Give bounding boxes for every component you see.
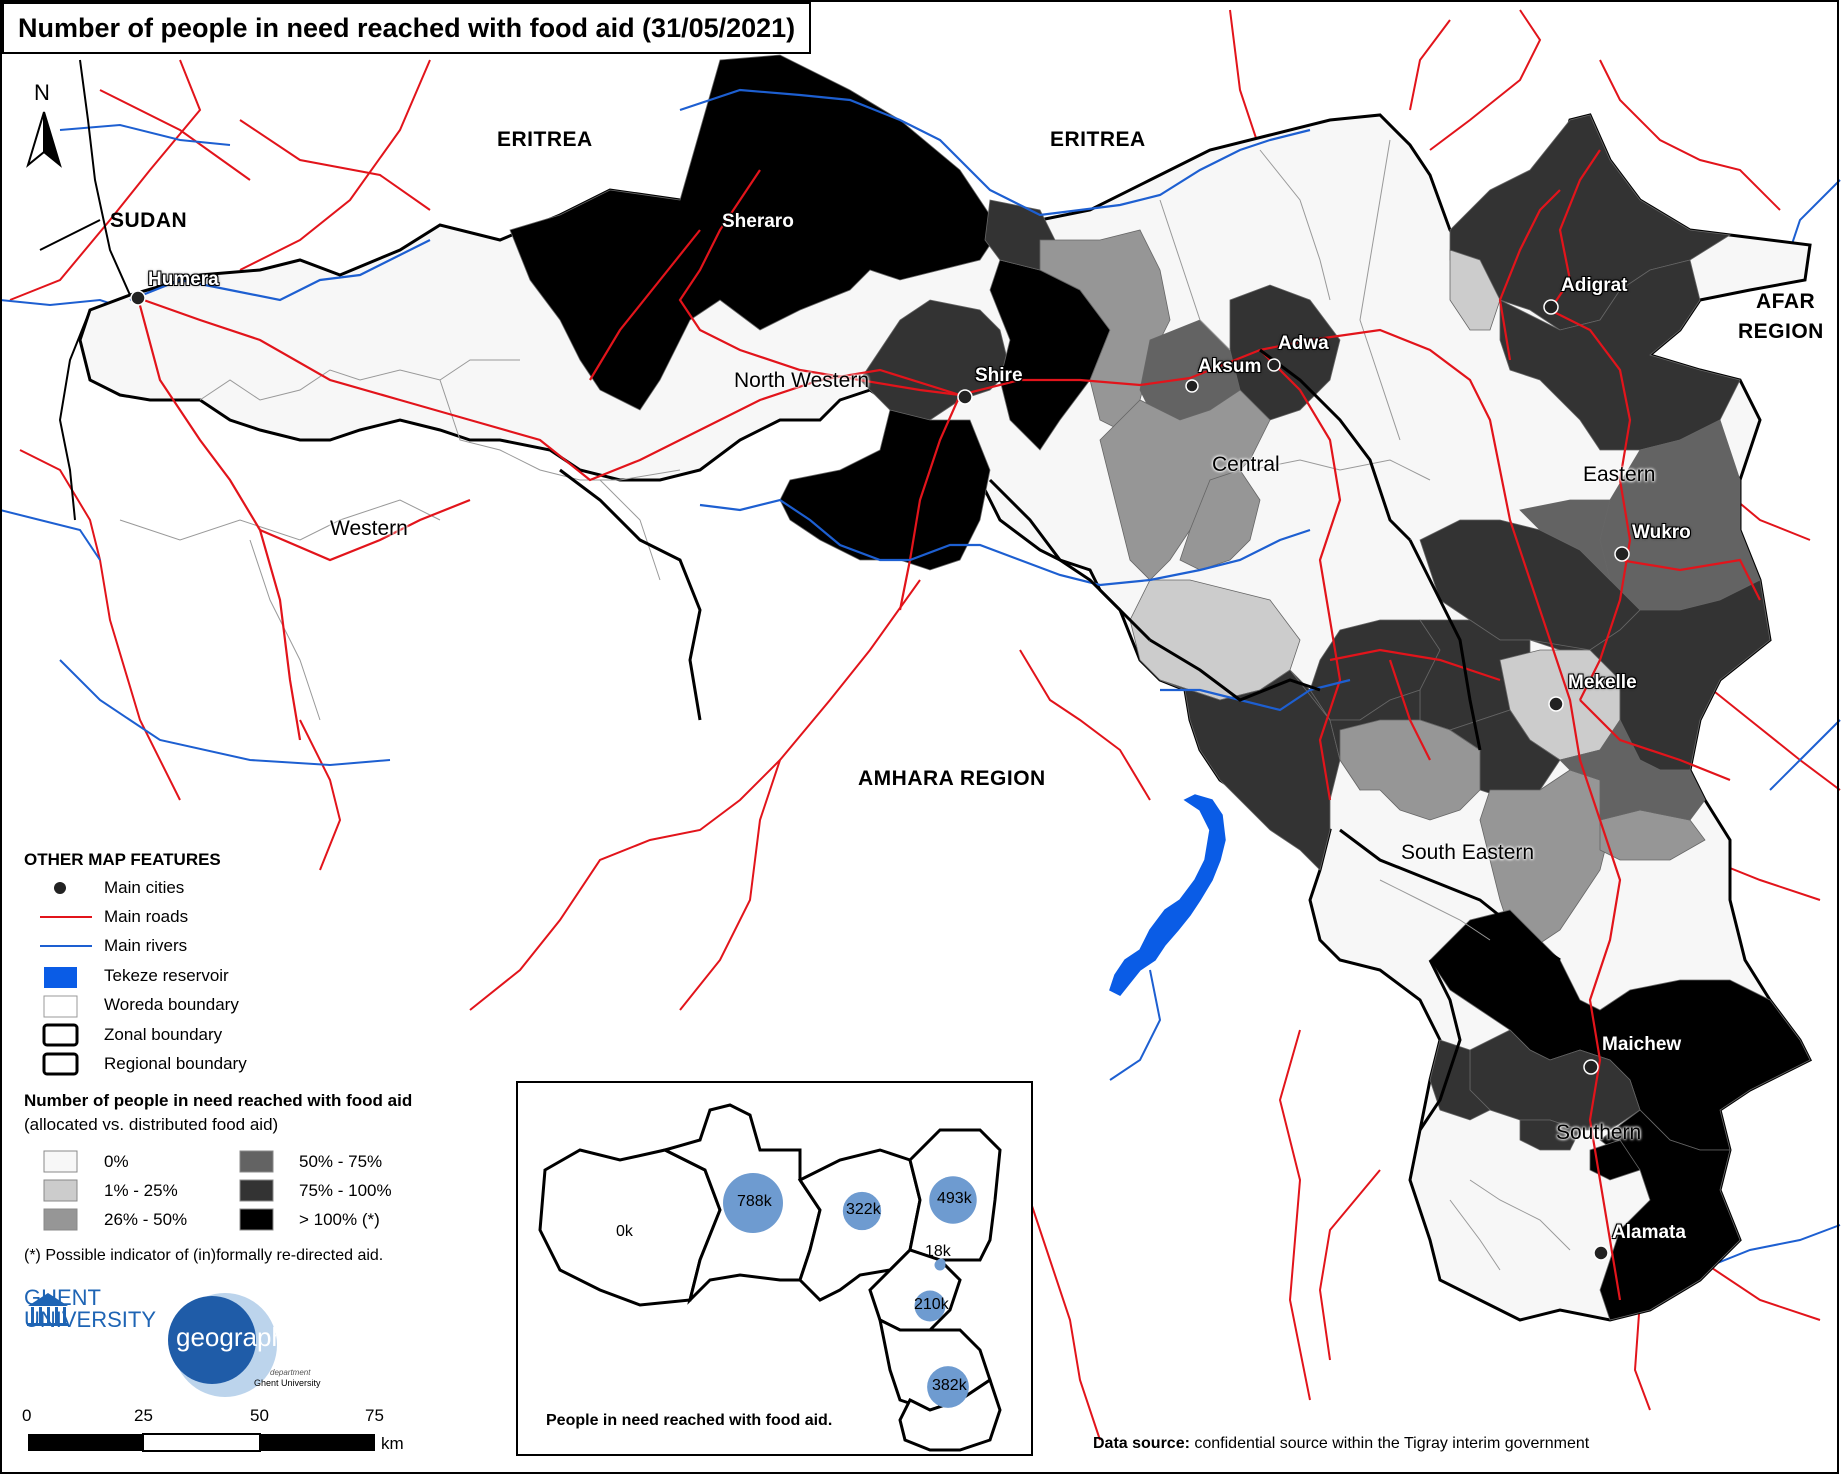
legend-main-cities: Main cities [104, 878, 185, 897]
label-amhara: AMHARA REGION [858, 767, 1046, 790]
inset-caption: People in need reached with food aid. [546, 1412, 833, 1429]
geography-logo [168, 1293, 277, 1397]
zone-label-eastern: Eastern [1583, 463, 1656, 486]
tigray-roads [136, 149, 1761, 1301]
zone-label-central: Central [1212, 453, 1280, 476]
map-title: Number of people in need reached with fo… [18, 12, 796, 43]
city-label-humera: Humera [148, 269, 219, 290]
ghent-logo-line2: UNIVERSITY [24, 1307, 157, 1332]
legend-footnote: (*) Possible indicator of (in)formally r… [24, 1247, 384, 1264]
inset-bubble-label-central: 322k [846, 1201, 881, 1218]
zone-label-south-eastern: South Eastern [1401, 841, 1535, 864]
data-source: Data source: confidential source within … [1093, 1435, 1589, 1453]
city-label-sheraro: Sheraro [722, 211, 794, 232]
city-dot-adigrat [1543, 299, 1559, 315]
label-afar-2: REGION [1738, 320, 1824, 343]
legend-features-title: OTHER MAP FEATURES [24, 850, 221, 869]
legend-regional: Regional boundary [104, 1054, 247, 1073]
international-borders [39, 59, 131, 521]
scale-tick-0: 0 [22, 1406, 32, 1425]
north-label: N [34, 80, 50, 105]
north-arrow-icon [26, 111, 62, 168]
inset-bubble-label-western: 0k [616, 1223, 633, 1240]
zone-label-southern: Southern [1556, 1121, 1642, 1144]
inset-bubble-mekelle [936, 1258, 946, 1268]
inset-bubble-label-southern: 382k [932, 1377, 967, 1394]
zonal-boundaries [559, 348, 1561, 1131]
legend-class-1-25: 1% - 25% [104, 1181, 178, 1200]
city-label-aksum: Aksum [1198, 356, 1262, 377]
ghent-logo-icon [27, 1293, 68, 1326]
scale-bar [28, 1433, 375, 1452]
map-title-box: Number of people in need reached with fo… [2, 2, 812, 54]
geography-logo-word: geography [176, 1322, 299, 1353]
data-source-text: confidential source within the Tigray in… [1189, 1435, 1590, 1452]
inset-bubble-south-eastern [914, 1290, 946, 1322]
scale-tick-50: 50 [250, 1406, 269, 1425]
tekeze-reservoir [1109, 794, 1226, 996]
scale-tick-25: 25 [134, 1406, 153, 1425]
city-label-mekelle: Mekelle [1568, 672, 1637, 693]
label-eritrea-east: ERITREA [1050, 128, 1146, 151]
zone-label-north-western: North Western [734, 369, 869, 392]
city-dot-mekelle [1548, 696, 1564, 712]
inset-bubble-eastern [929, 1176, 977, 1224]
city-dot-shire [957, 389, 973, 405]
inset-bubble-label-mekelle: 18k [925, 1243, 951, 1260]
legend-class-26-50: 26% - 50% [104, 1210, 188, 1229]
geography-logo-sub1: department [270, 1368, 311, 1377]
city-label-alamata: Alamata [1612, 1222, 1686, 1243]
scale-tick-75: 75 [365, 1406, 384, 1425]
legend-classes-title: Number of people in need reached with fo… [24, 1091, 413, 1110]
label-sudan: SUDAN [110, 209, 188, 232]
data-source-label: Data source: [1093, 1435, 1190, 1452]
city-dots [130, 290, 1630, 1261]
inset-bubbles [723, 1173, 977, 1408]
inset-bubble-north-western [723, 1173, 783, 1233]
city-dot-humera [130, 290, 146, 306]
city-dot-alamata [1593, 1245, 1609, 1261]
label-eritrea-west: ERITREA [497, 128, 593, 151]
legend-classes-subtitle: (allocated vs. distributed food aid) [24, 1115, 279, 1134]
legend-main-roads: Main roads [104, 907, 189, 926]
inset-bubble-label-north-western: 788k [737, 1193, 772, 1210]
inset-bubble-label-eastern: 493k [937, 1190, 972, 1207]
city-dot-aksum [1185, 379, 1199, 393]
zone-label-western: Western [330, 517, 408, 540]
city-label-adigrat: Adigrat [1561, 275, 1628, 296]
inset-bubble-southern [927, 1366, 969, 1408]
legend-zonal: Zonal boundary [104, 1025, 223, 1044]
legend-swatches [40, 882, 274, 1231]
inset-bubble-label-south-eastern: 210k [914, 1296, 949, 1313]
legend-woreda: Woreda boundary [104, 995, 239, 1014]
scale-unit: km [381, 1434, 404, 1453]
label-afar-1: AFAR [1756, 290, 1816, 313]
geography-logo-sub2: Ghent University [254, 1378, 321, 1388]
city-dot-adwa [1267, 358, 1281, 372]
city-label-adwa: Adwa [1278, 333, 1329, 354]
inset-bubble-central [842, 1191, 882, 1231]
legend-class-0: 0% [104, 1152, 129, 1171]
legend-reservoir: Tekeze reservoir [104, 966, 229, 985]
legend-class-over-100: > 100% (*) [299, 1210, 380, 1229]
city-label-wukro: Wukro [1632, 522, 1691, 543]
city-dot-maichew [1583, 1059, 1599, 1075]
legend-class-75-100: 75% - 100% [299, 1181, 392, 1200]
geography-logo-text: geography [176, 1322, 299, 1352]
city-label-maichew: Maichew [1602, 1034, 1682, 1055]
city-dot-wukro [1614, 546, 1630, 562]
ghent-logo: GHENT UNIVERSITY [24, 1287, 156, 1331]
woreda-boundaries [119, 139, 1571, 1271]
ghent-logo-line1: GHENT [24, 1285, 101, 1310]
tigray-rivers [129, 88, 1351, 712]
legend-class-50-75: 50% - 75% [299, 1152, 383, 1171]
legend-main-rivers: Main rivers [104, 936, 188, 955]
city-label-shire: Shire [975, 365, 1023, 386]
